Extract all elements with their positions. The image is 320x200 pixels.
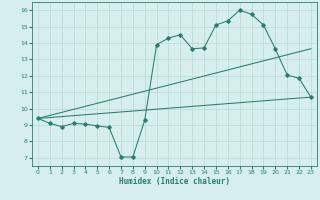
X-axis label: Humidex (Indice chaleur): Humidex (Indice chaleur) — [119, 177, 230, 186]
